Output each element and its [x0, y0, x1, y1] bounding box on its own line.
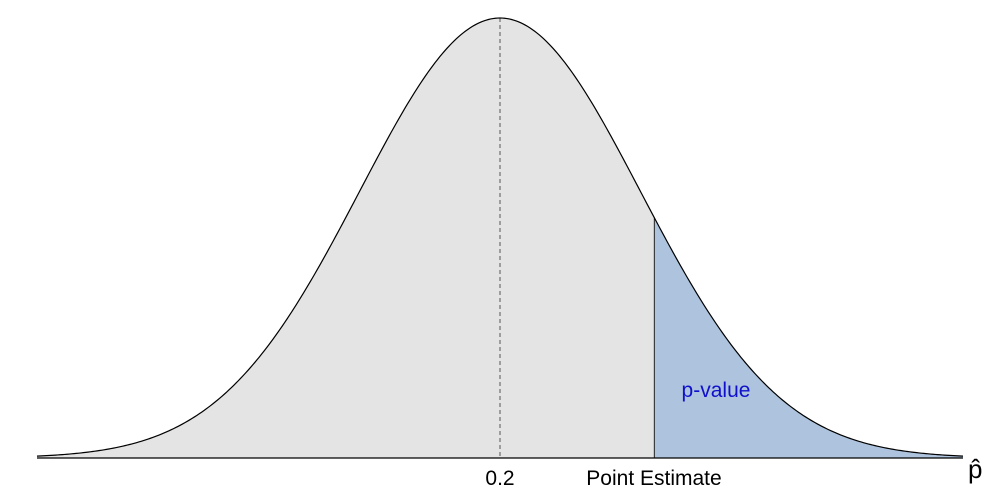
point-estimate-tick-label: Point Estimate [586, 467, 721, 490]
p-value-label: p-value [682, 379, 751, 402]
normal-curve [36, 17, 964, 457]
mean-tick-label: 0.2 [485, 467, 514, 490]
x-axis-label: p̂ [968, 454, 982, 484]
p-value-tail-area [654, 217, 963, 458]
